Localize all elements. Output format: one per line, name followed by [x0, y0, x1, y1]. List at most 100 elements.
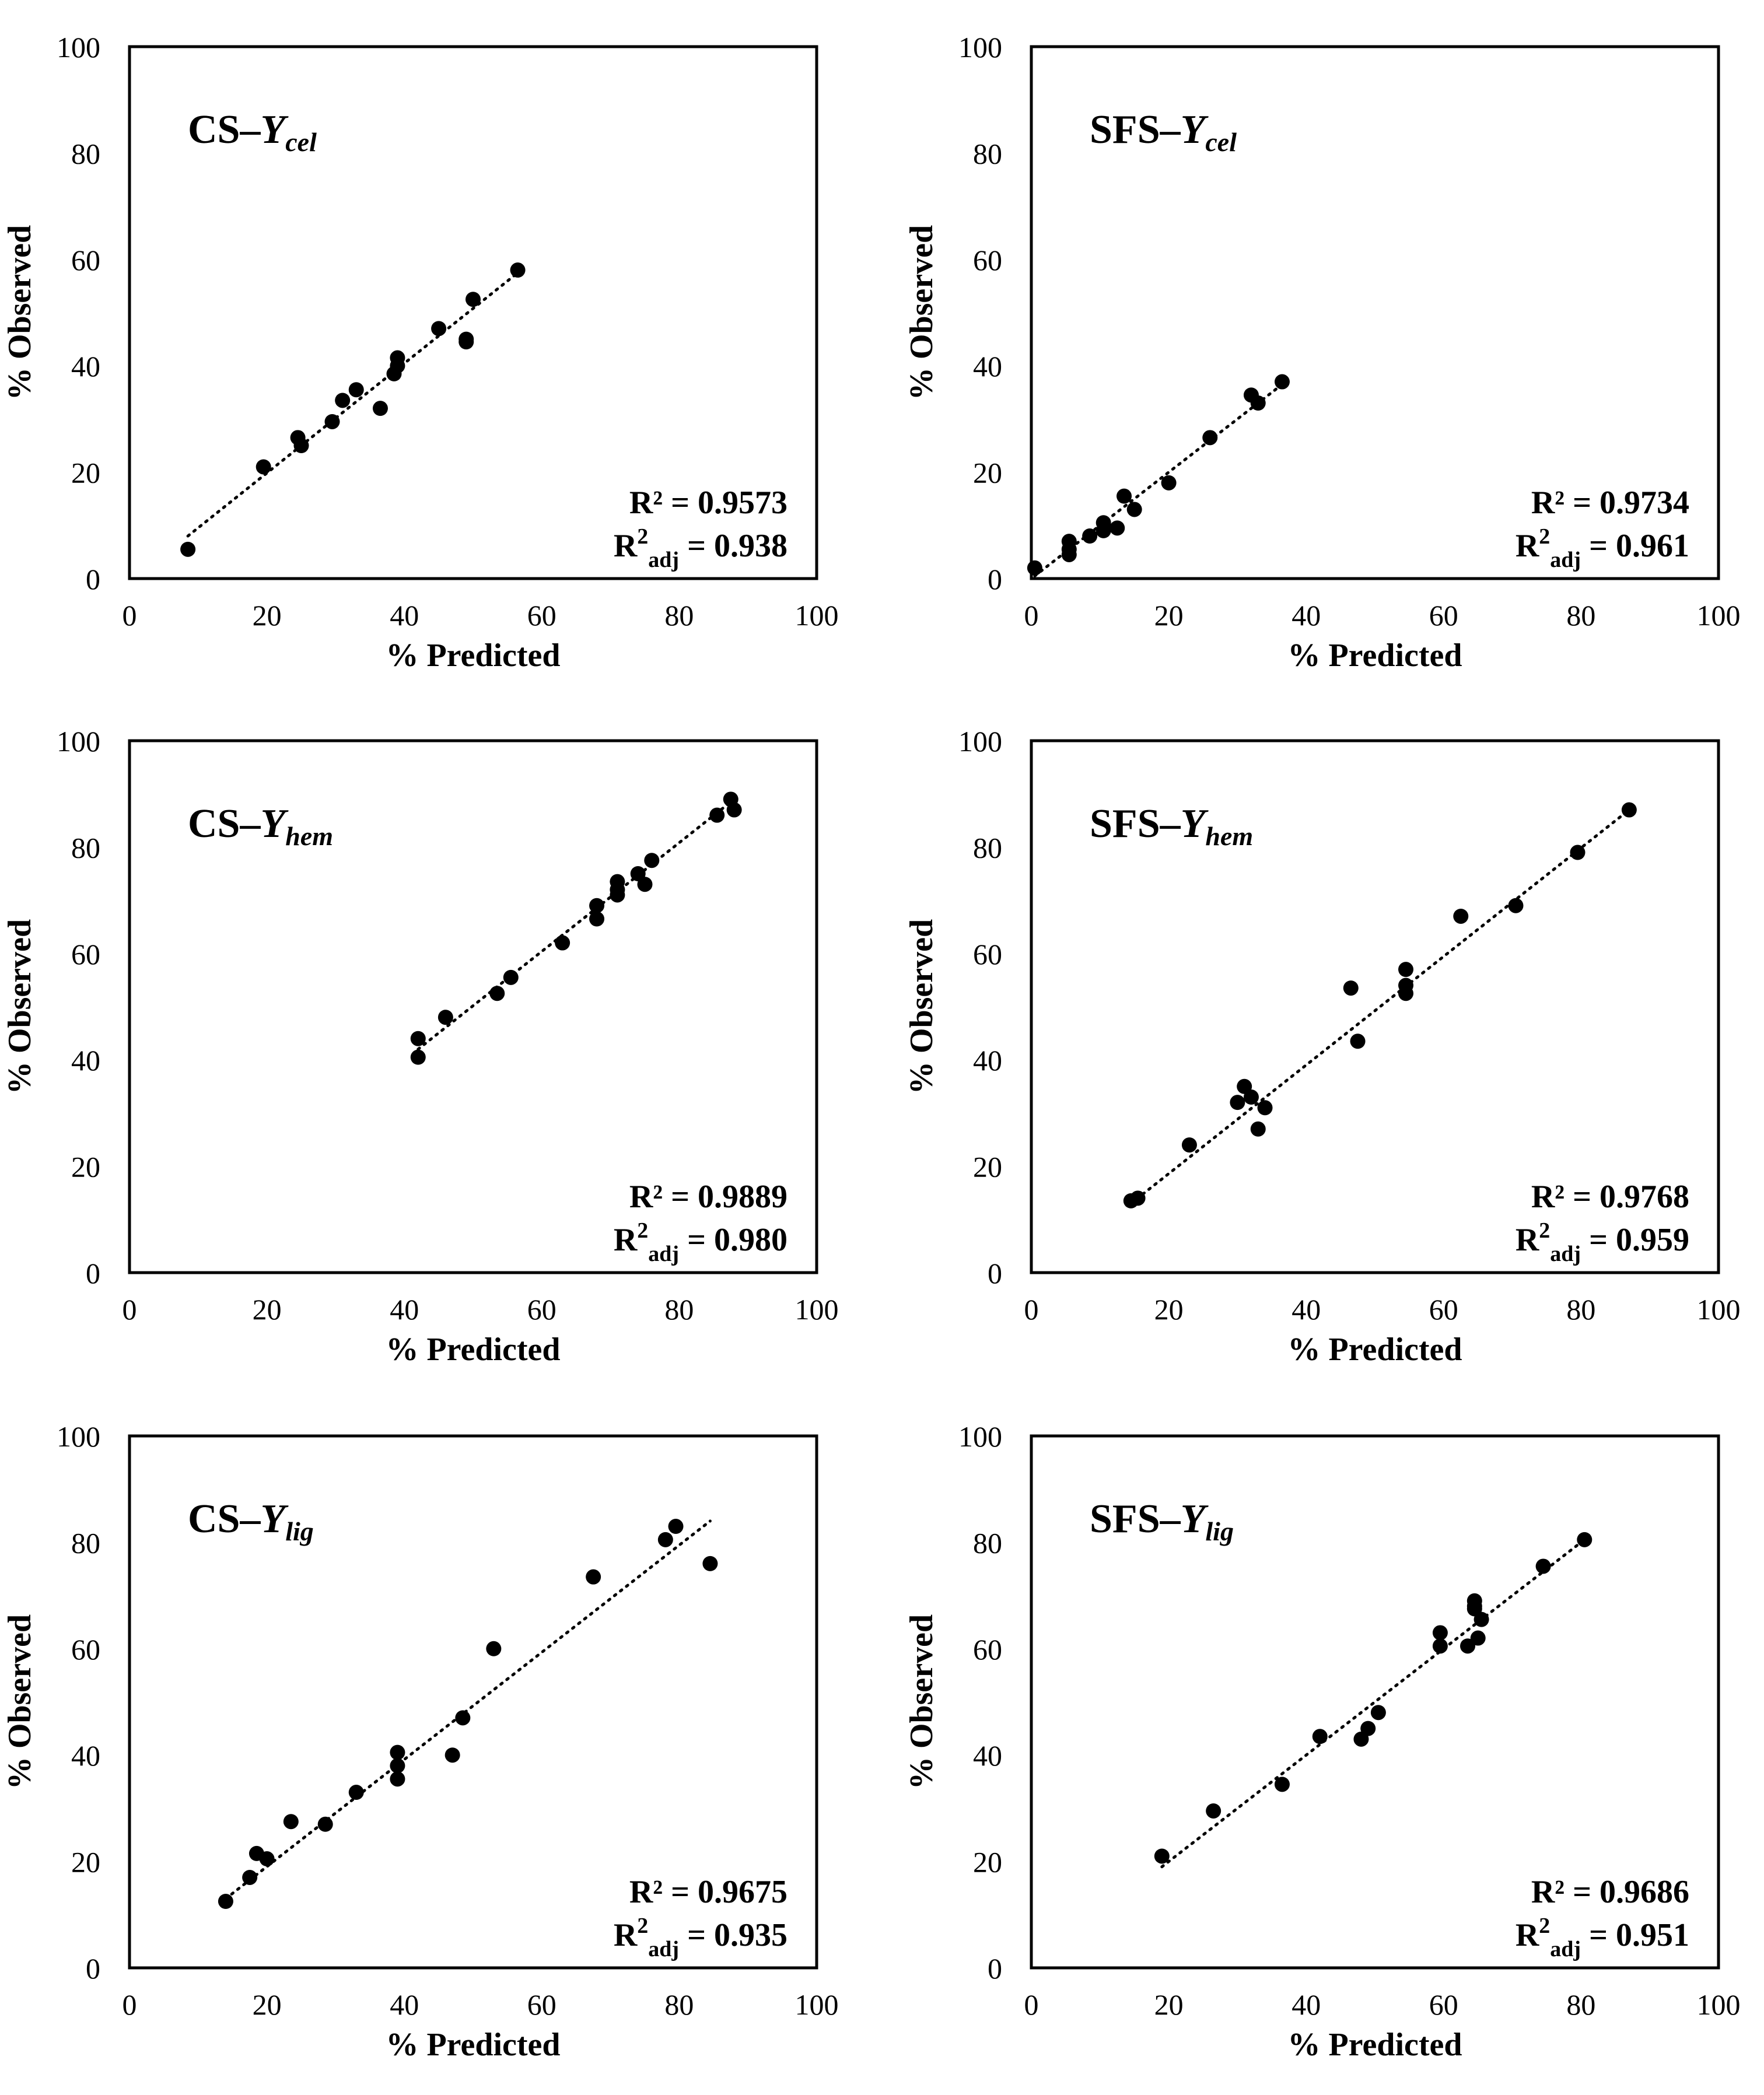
x-tick-label: 60	[1429, 1293, 1458, 1326]
plot-frame	[128, 1434, 818, 1970]
x-tick-label: 60	[1429, 599, 1458, 632]
x-tick-label: 0	[123, 1988, 137, 2021]
y-axis-title: % Observed	[2, 225, 38, 400]
data-point	[1350, 1034, 1366, 1049]
x-tick-label: 20	[253, 599, 282, 632]
y-tick-label: 60	[71, 938, 100, 971]
r-squared-adj-label: R2adj = 0.980	[614, 1218, 788, 1266]
data-point	[438, 1010, 453, 1025]
x-tick-label: 100	[1697, 599, 1741, 632]
data-point	[1096, 515, 1111, 531]
data-point	[610, 882, 625, 898]
plot-frame	[128, 45, 818, 580]
data-point	[324, 414, 340, 429]
data-point	[256, 459, 271, 475]
r-squared-label: R² = 0.9573	[629, 485, 788, 521]
plot-frame	[1030, 45, 1720, 580]
x-axis-title: % Predicted	[386, 637, 560, 674]
data-point	[459, 334, 474, 350]
data-point	[410, 1031, 426, 1046]
x-tick-label: 100	[795, 599, 839, 632]
x-tick-label: 0	[123, 599, 137, 632]
r-squared-label: R² = 0.9768	[1531, 1179, 1689, 1215]
x-tick-label: 80	[664, 599, 694, 632]
r-squared-adj-label: R2adj = 0.935	[614, 1914, 788, 1961]
data-point	[390, 1744, 405, 1760]
panel-title: CS–Ylig	[188, 1497, 314, 1546]
data-point	[242, 1869, 258, 1885]
data-point	[1206, 1803, 1222, 1819]
chart-sfs-ylig: 0 20 40 60 80 100 0 20 40 60 80 100 % Predicted % Obs…	[904, 1420, 1741, 2063]
x-tick-label: 40	[390, 1988, 419, 2021]
plot-frame	[1030, 1434, 1720, 1970]
x-tick-label: 100	[1697, 1988, 1741, 2021]
data-point	[1432, 1638, 1448, 1654]
y-tick-label: 40	[973, 350, 1002, 383]
data-point	[1570, 845, 1586, 860]
data-point	[1274, 1777, 1290, 1792]
data-point	[335, 393, 351, 408]
chart-cs-ylig: 0 20 40 60 80 100 0 20 40 60 80 100 % Predicted % Obs…	[2, 1420, 839, 2063]
r-squared-label: R² = 0.9734	[1531, 485, 1689, 521]
x-tick-label: 80	[1566, 1988, 1595, 2021]
x-tick-label: 0	[1024, 1293, 1039, 1326]
chart-sfs-ycel: 0 20 40 60 80 100 0 20 40 60 80 100 % Predicted % Obs…	[904, 31, 1741, 674]
x-axis-title: % Predicted	[1287, 1332, 1462, 1368]
data-point	[1470, 1630, 1486, 1646]
data-point	[1161, 475, 1177, 491]
x-tick-label: 100	[1697, 1293, 1741, 1326]
data-point	[1577, 1532, 1592, 1547]
x-tick-label: 20	[253, 1988, 282, 2021]
data-point	[218, 1894, 233, 1909]
data-point	[1621, 802, 1637, 818]
y-axis-title: % Observed	[904, 1614, 940, 1789]
y-tick-label: 20	[71, 1151, 100, 1183]
r-squared-adj-label: R2adj = 0.938	[614, 524, 788, 572]
y-tick-label: 0	[988, 1257, 1002, 1290]
r-squared-label: R² = 0.9686	[1531, 1874, 1689, 1910]
y-tick-label: 20	[71, 1846, 100, 1879]
y-tick-label: 40	[71, 1044, 100, 1077]
data-point	[1061, 534, 1077, 549]
panel-title: CS–Yhem	[188, 801, 333, 851]
data-point	[489, 986, 505, 1001]
data-point	[1230, 1095, 1245, 1110]
x-tick-label: 0	[1024, 1988, 1039, 2021]
y-axis-title: % Observed	[904, 919, 940, 1094]
data-point	[1474, 1611, 1489, 1627]
plot-frame	[128, 739, 818, 1274]
trendline	[416, 797, 736, 1051]
data-point	[1508, 898, 1524, 913]
y-tick-label: 100	[958, 725, 1002, 758]
data-point	[1154, 1848, 1170, 1864]
panel-title: SFS–Ycel	[1090, 107, 1237, 157]
data-point	[317, 1816, 333, 1832]
r-squared-adj-label: R2adj = 0.951	[1516, 1914, 1689, 1961]
r-squared-adj-label: R2adj = 0.959	[1516, 1218, 1689, 1266]
data-point	[1110, 520, 1125, 536]
y-tick-label: 100	[57, 725, 100, 758]
x-tick-label: 20	[253, 1293, 282, 1326]
y-tick-label: 0	[86, 1257, 100, 1290]
x-tick-label: 40	[390, 1293, 419, 1326]
x-tick-label: 80	[664, 1293, 694, 1326]
x-tick-label: 40	[390, 599, 419, 632]
data-point	[1202, 430, 1218, 446]
data-point	[431, 321, 447, 337]
r-squared-label: R² = 0.9889	[629, 1179, 788, 1215]
x-tick-label: 40	[1292, 599, 1321, 632]
y-tick-label: 40	[973, 1044, 1002, 1077]
data-point	[444, 1747, 460, 1763]
r-squared-adj-label: R2adj = 0.961	[1516, 524, 1689, 572]
data-point	[589, 911, 605, 927]
data-point	[1116, 488, 1132, 504]
y-tick-label: 0	[86, 1952, 100, 1985]
y-axis-title: % Observed	[2, 919, 38, 1094]
y-tick-label: 60	[71, 244, 100, 276]
y-tick-label: 0	[988, 1952, 1002, 1985]
y-tick-label: 80	[973, 831, 1002, 864]
x-tick-label: 20	[1154, 1988, 1184, 2021]
data-point	[348, 1785, 364, 1800]
data-point	[390, 350, 405, 366]
data-point	[1181, 1137, 1197, 1153]
